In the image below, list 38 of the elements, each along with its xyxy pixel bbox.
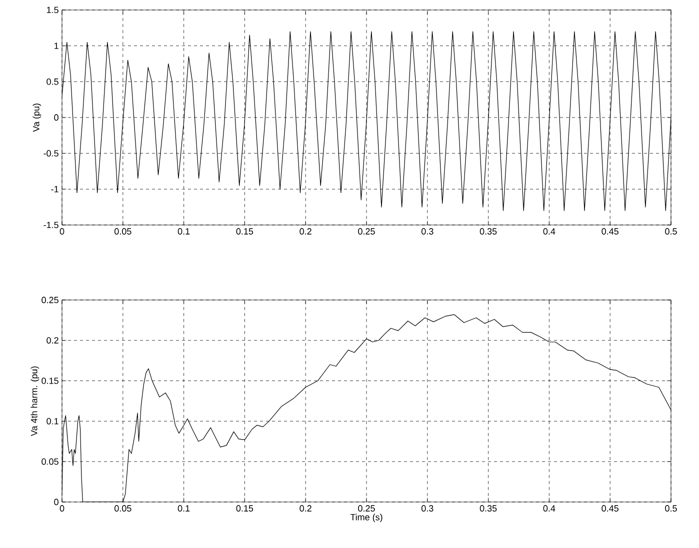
x-tick-label: 0.45 xyxy=(602,505,618,512)
y-tick-label: 1 xyxy=(54,42,58,49)
y-tick-label: -1.5 xyxy=(44,222,58,228)
x-tick-label: 0.05 xyxy=(114,505,132,512)
x-tick-label: 0 xyxy=(60,505,64,512)
x-tick-label: 0.4 xyxy=(543,228,556,235)
x-tick-label: 0.35 xyxy=(480,228,497,235)
x-tick-label: 0 xyxy=(60,228,64,235)
x-tick-label: 0.2 xyxy=(300,228,312,235)
x-tick-label: 0.05 xyxy=(114,228,132,235)
x-tick-label: 0.3 xyxy=(421,228,434,235)
y-tick-label: -1 xyxy=(51,186,58,192)
y-tick-label: 0.05 xyxy=(42,458,58,465)
x-tick-label: 0.5 xyxy=(665,228,677,235)
x-tick-label: 0.1 xyxy=(178,505,190,512)
y-tick-label: 0.25 xyxy=(42,296,58,304)
x-tick-label: 0.15 xyxy=(236,228,254,235)
y-tick-label: 0.2 xyxy=(46,337,58,344)
x-tick-label: 0.4 xyxy=(543,505,556,512)
y-tick-label: 0.15 xyxy=(42,378,58,384)
y-tick-label: 0 xyxy=(54,114,58,121)
y-tick-label: -0.5 xyxy=(44,150,58,157)
y-tick-label: 0 xyxy=(54,498,58,506)
x-tick-label: 0.25 xyxy=(358,228,375,235)
x-tick-label: 0.15 xyxy=(236,505,254,512)
x-tick-label: 0.2 xyxy=(300,505,312,512)
x-tick-label: 0.35 xyxy=(480,505,497,512)
x-tick-label: 0.45 xyxy=(602,228,618,235)
x-tick-label: 0.3 xyxy=(421,505,434,512)
y-tick-label: 0.5 xyxy=(46,78,58,85)
x-axis-title: Time (s) xyxy=(350,514,382,522)
y-tick-label: 1.5 xyxy=(46,6,58,14)
y-tick-label: 0.1 xyxy=(46,418,58,424)
x-tick-label: 0.1 xyxy=(178,228,190,235)
x-tick-label: 0.25 xyxy=(358,505,375,512)
y-axis-title: Va (pu) xyxy=(32,104,42,132)
y-axis-title: Va 4th harm. (pu) xyxy=(30,366,40,436)
x-tick-label: 0.5 xyxy=(665,505,677,512)
